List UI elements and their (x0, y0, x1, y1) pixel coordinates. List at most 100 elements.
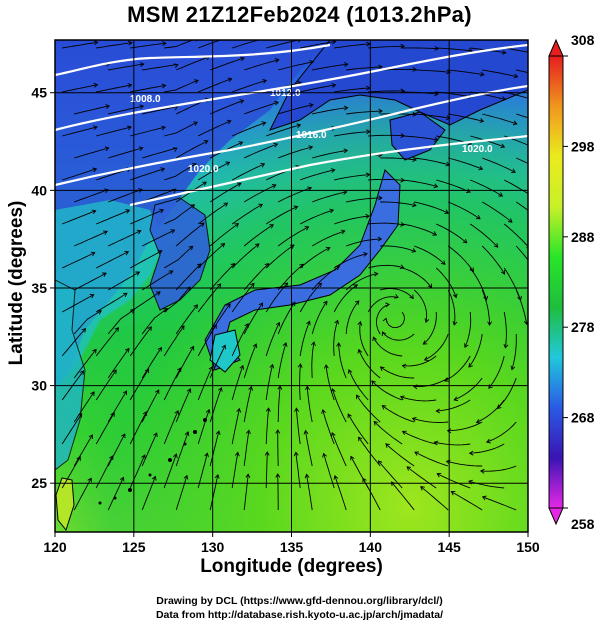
streamline-arrowhead (151, 475, 157, 481)
streamline-arrowhead (125, 347, 130, 353)
streamline-arrowhead (321, 409, 326, 414)
streamline-arrowhead (90, 391, 95, 397)
x-tick-label: 145 (437, 539, 461, 555)
streamline (244, 143, 278, 159)
streamline-arrowhead (236, 407, 242, 413)
streamline (95, 369, 117, 401)
streamline-arrowhead (541, 220, 545, 224)
streamline-arrowhead (340, 229, 346, 235)
streamline (175, 263, 202, 291)
streamline (334, 87, 370, 93)
isobar-1012 (55, 43, 528, 132)
streamline (277, 342, 287, 379)
streamline (368, 90, 405, 93)
streamline (486, 421, 517, 443)
streamline (476, 399, 505, 423)
streamline (96, 126, 132, 137)
streamline-arrowhead (180, 325, 185, 330)
streamline (447, 245, 474, 272)
streamline (210, 99, 244, 115)
streamline-arrowhead (310, 341, 316, 347)
streamline (346, 197, 382, 203)
streamline (266, 124, 301, 137)
streamline (142, 188, 176, 203)
streamline-arrowhead (112, 369, 117, 375)
streamline-arrowhead (119, 476, 125, 482)
streamline (414, 201, 449, 214)
streamline (331, 388, 347, 423)
streamline (347, 413, 369, 445)
streamline-arrowhead (333, 474, 339, 480)
x-tick-label: 150 (516, 539, 540, 555)
streamline-arrowhead (297, 40, 302, 43)
streamline-arrowhead (245, 429, 251, 435)
streamline-arrowhead (127, 40, 133, 46)
streamline-arrowhead (122, 390, 128, 396)
streamline (62, 84, 98, 93)
streamline-arrowhead (269, 363, 275, 369)
streamline (197, 120, 231, 137)
streamline-arrowhead (172, 147, 178, 152)
streamline (402, 135, 438, 141)
streamline (164, 121, 198, 137)
streamline-arrowhead (193, 304, 198, 309)
streamline (278, 61, 314, 71)
streamline-arrowhead (155, 389, 160, 395)
streamline (265, 451, 268, 489)
streamline (130, 126, 166, 137)
streamline (209, 223, 239, 247)
streamline (414, 451, 449, 467)
isobar-labels: 1008.0 1012.0 1016.0 1020.0 1020.0 (130, 88, 493, 175)
streamline-arrowhead (168, 270, 174, 275)
streamline (265, 244, 295, 269)
streamline (420, 486, 449, 511)
streamline (108, 188, 143, 203)
streamline (412, 417, 449, 423)
streamline (231, 323, 249, 357)
isobars (55, 43, 528, 207)
streamline-arrowhead (365, 172, 371, 178)
streamline (300, 169, 335, 181)
streamline-arrowhead (378, 108, 383, 114)
streamline (198, 78, 232, 93)
streamline-arrowhead (139, 104, 145, 110)
streamline-arrowhead (444, 209, 450, 214)
streamline-arrowhead (157, 346, 162, 352)
streamline (356, 394, 381, 423)
streamline-arrowhead (468, 450, 474, 456)
streamline (61, 413, 83, 445)
streamline-arrowhead (468, 363, 473, 368)
streamline (312, 63, 348, 71)
streamline-arrowhead (297, 363, 303, 368)
streamline (62, 210, 96, 225)
streamline-arrowhead (282, 342, 288, 347)
colorbar-ticks: 258 268 278 288 298 308 (563, 32, 595, 532)
streamline-arrowhead (105, 104, 111, 109)
streamline (277, 473, 279, 510)
streamline-arrowhead (306, 320, 311, 326)
streamline-arrowhead (379, 366, 385, 371)
streamline-arrowhead (225, 161, 231, 166)
streamline-arrowhead (162, 41, 167, 47)
streamline (436, 179, 471, 193)
streamline (142, 106, 178, 115)
streamline-arrowhead (294, 407, 300, 412)
streamline (175, 304, 198, 335)
streamline-arrowhead (343, 148, 349, 154)
streamline-arrowhead (347, 413, 352, 419)
streamline-arrowhead (342, 190, 348, 195)
x-tick-label: 125 (122, 539, 146, 555)
streamline-arrowhead (139, 62, 145, 67)
streamline (503, 179, 528, 195)
streamline (482, 113, 517, 125)
streamline-arrowhead (381, 405, 387, 410)
isobar-1020 (129, 134, 528, 207)
streamline-arrowhead (385, 443, 390, 448)
streamline-arrowhead (173, 453, 178, 459)
streamline (129, 250, 163, 269)
streamline-arrowhead (114, 327, 120, 332)
streamline (334, 131, 370, 137)
land-russia-far-east (269, 40, 528, 131)
land-korea (149, 197, 211, 311)
